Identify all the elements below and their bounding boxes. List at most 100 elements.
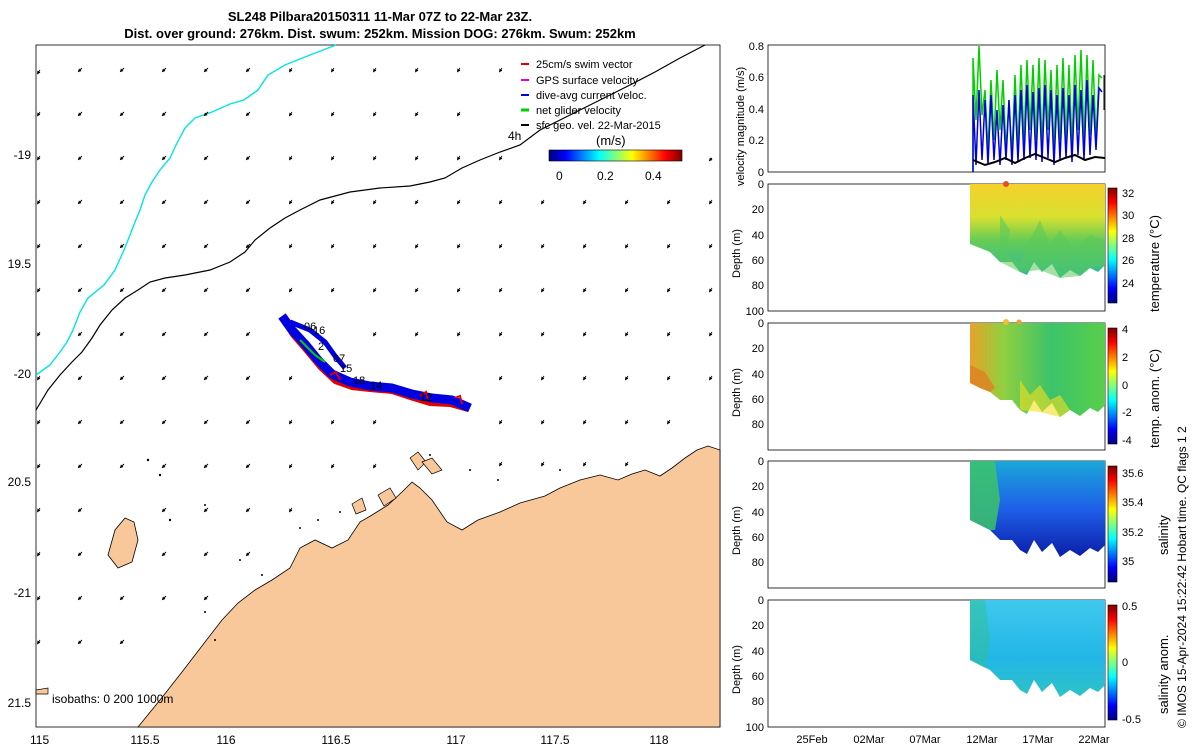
temp-cb-tick: 24: [1122, 278, 1134, 290]
depth-ylabels: Depth (m) Depth (m) Depth (m) Depth (m): [731, 229, 743, 694]
velocity-panel: 0 0.2 0.4 0.6 0.8 velocity magnitude (m/…: [735, 41, 1106, 186]
track-label-18: 18: [353, 375, 365, 387]
time-label: 4h: [508, 129, 521, 143]
map-ytick: 20.5: [8, 475, 32, 489]
svg-text:80: 80: [752, 557, 764, 569]
temp-cb-tick: 28: [1122, 233, 1134, 245]
legend-swim-vector: 25cm/s swim vector: [536, 59, 633, 71]
colorbar-tick-0.4: 0.4: [645, 169, 662, 183]
sal-cb-tick: 35.2: [1122, 527, 1143, 539]
svg-text:80: 80: [752, 280, 764, 292]
tanom-cb-tick: -2: [1122, 407, 1132, 419]
sal-cb-tick: 35.6: [1122, 468, 1143, 480]
svg-text:60: 60: [752, 532, 764, 544]
svg-text:80: 80: [752, 419, 764, 431]
tanom-cb-tick: 4: [1122, 324, 1128, 336]
temp-cb-tick: 32: [1122, 188, 1134, 200]
time-xtick: 02Mar: [853, 734, 885, 746]
temperature-panel: 32 30 28 26 24 temperature (°C): [767, 181, 1162, 312]
sal-cb-tick: 35: [1122, 556, 1134, 568]
sal-cb-tick: 35.4: [1122, 497, 1143, 509]
salanom-cb-tick: 0.5: [1122, 601, 1137, 613]
svg-text:40: 40: [752, 646, 764, 658]
salanom-cb-tick: -0.5: [1122, 714, 1141, 726]
colorbar-tick-0: 0: [556, 169, 563, 183]
svg-text:20: 20: [752, 343, 764, 355]
current-vector-field: [37, 67, 713, 645]
velocity-ylabel: velocity magnitude (m/s): [735, 67, 747, 186]
track-label-15: 15: [340, 363, 352, 375]
vel-ytick: 0.6: [749, 72, 764, 84]
map-xtick: 116.5: [321, 733, 350, 747]
salanom-cb-label: salinity anom.: [1156, 635, 1171, 714]
temp-anomaly-panel: 4 2 0 -2 -4 temp. anom. (°C): [767, 319, 1162, 451]
map-ytick: -19: [14, 148, 32, 162]
svg-text:0: 0: [758, 456, 764, 468]
time-xtick: 12Mar: [966, 734, 998, 746]
time-xtick: 22Mar: [1078, 734, 1110, 746]
salinity-panel: 35.6 35.4 35.2 35 salinity: [767, 460, 1171, 589]
map-xtick: 115: [30, 733, 49, 747]
track-label-07: 07: [333, 353, 345, 365]
tanom-cb-tick: -4: [1122, 435, 1132, 447]
figure-title-line2: Dist. over ground: 276km. Dist. swum: 25…: [124, 26, 636, 41]
svg-text:Depth (m): Depth (m): [731, 368, 743, 417]
map-panel: 06 16 2 07 15 18 14 12 25cm/s swim vecto…: [8, 44, 721, 747]
map-xtick: 117.5: [540, 733, 569, 747]
svg-text:Depth (m): Depth (m): [731, 229, 743, 278]
svg-text:80: 80: [752, 696, 764, 708]
svg-text:0: 0: [758, 179, 764, 191]
svg-text:100: 100: [746, 306, 764, 318]
svg-text:20: 20: [752, 204, 764, 216]
legend-gps-velocity: GPS surface velocity: [536, 75, 639, 87]
depth-axes: 0 20 40 60 80 100 0 20 40 60 80 0 20 40 …: [746, 179, 764, 734]
svg-text:40: 40: [752, 507, 764, 519]
track-label-12: 12: [420, 392, 432, 404]
svg-text:0: 0: [758, 595, 764, 607]
salinity-anomaly-panel: 0.5 0 -0.5 salinity anom.: [767, 599, 1171, 728]
svg-text:60: 60: [752, 255, 764, 267]
svg-text:60: 60: [752, 394, 764, 406]
glider-track: 06 16 2 07 15 18 14 12: [278, 313, 472, 413]
track-label-06: 06: [304, 321, 316, 333]
sal-cb-label: salinity: [1156, 515, 1171, 555]
vel-ytick: 0.2: [749, 135, 764, 147]
figure-title-line1: SL248 Pilbara20150311 11-Mar 07Z to 22-M…: [227, 9, 533, 24]
colorbar-tick-0.2: 0.2: [597, 169, 614, 183]
tanom-cb-tick: 2: [1122, 352, 1128, 364]
credit-text: © IMOS 15-Apr-2024 15:22:42 Hobart time.…: [1175, 426, 1189, 728]
map-ytick: 19.5: [8, 257, 32, 271]
isobath-200m: [35, 44, 706, 411]
track-label-14: 14: [370, 380, 382, 392]
time-xtick: 25Feb: [796, 734, 827, 746]
map-legend: 25cm/s swim vector GPS surface velocity …: [508, 59, 661, 143]
temp-cb-tick: 30: [1122, 210, 1134, 222]
isobaths-label: isobaths: 0 200 1000m: [52, 692, 173, 706]
svg-text:20: 20: [752, 620, 764, 632]
time-xtick: 07Mar: [909, 734, 941, 746]
tanom-cb-tick: 0: [1122, 380, 1128, 392]
isobath-1000m: [35, 44, 337, 376]
coast-land: [137, 445, 721, 728]
legend-net-glider-velocity: net glider velocity: [536, 105, 621, 117]
island: [107, 517, 139, 569]
legend-dive-avg-current: dive-avg current veloc.: [536, 90, 647, 102]
svg-text:60: 60: [752, 671, 764, 683]
map-ytick: -21: [14, 586, 32, 600]
colorbar-unit: (m/s): [596, 133, 626, 148]
vel-ytick: 0.8: [749, 41, 764, 53]
legend-sfc-geo-vel: sfc geo. vel. 22-Mar-2015: [536, 120, 661, 132]
temp-cb-tick: 26: [1122, 255, 1134, 267]
svg-text:20: 20: [752, 481, 764, 493]
map-xtick: 118: [649, 733, 668, 747]
vel-ytick: 0.4: [749, 104, 764, 116]
map-y-axis: -19 19.5 -20 20.5 -21 21.5: [8, 148, 32, 710]
map-xtick: 115.5: [130, 733, 159, 747]
map-ytick: -20: [14, 367, 32, 381]
time-xtick: 17Mar: [1022, 734, 1054, 746]
time-x-axis: 25Feb 02Mar 07Mar 12Mar 17Mar 22Mar: [796, 734, 1110, 746]
svg-text:Depth (m): Depth (m): [731, 506, 743, 555]
map-x-axis: 115 116 115.5 116.5 117 117.5 118: [30, 733, 669, 747]
map-xtick: 117: [446, 733, 465, 747]
